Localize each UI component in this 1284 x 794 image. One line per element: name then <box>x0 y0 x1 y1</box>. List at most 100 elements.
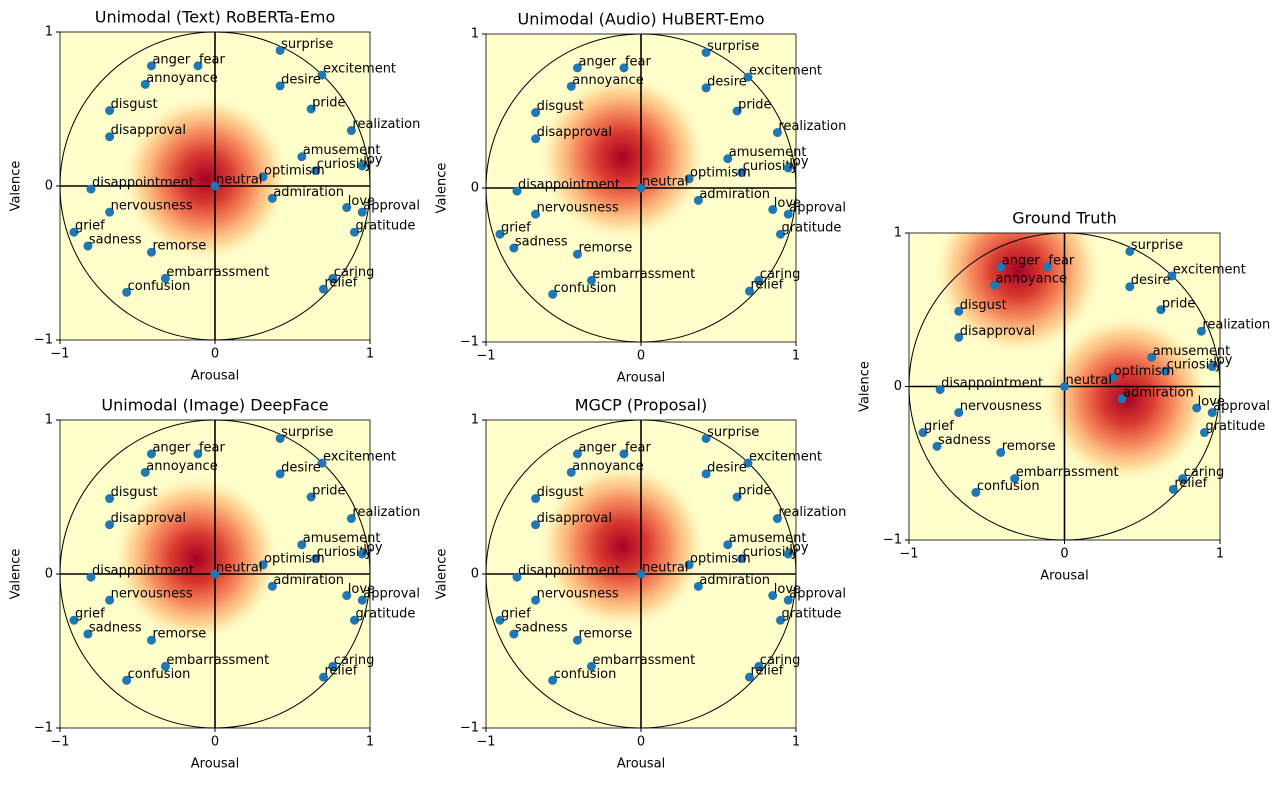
point <box>684 560 694 570</box>
point <box>357 595 367 605</box>
point-label: excitement <box>323 450 396 465</box>
point-label: fear <box>625 440 652 455</box>
point-label: optimism <box>264 551 325 566</box>
point-label: gratitude <box>1205 419 1265 434</box>
point-label: nervousness <box>111 199 193 214</box>
point-label: excitement <box>323 62 396 77</box>
point <box>350 227 359 237</box>
point <box>566 81 576 91</box>
point <box>745 672 754 682</box>
point-label: remorse <box>1002 439 1056 454</box>
point <box>342 591 352 601</box>
point <box>297 540 307 550</box>
y-tick-label: −1 <box>460 335 479 350</box>
heatmap <box>111 473 282 644</box>
point <box>918 428 928 438</box>
point-label: fear <box>199 440 226 455</box>
point-label: optimism <box>1114 364 1175 379</box>
heatmap <box>932 233 1213 485</box>
point-label: love <box>348 194 375 209</box>
point-label: fear <box>1048 253 1075 268</box>
point <box>935 385 945 395</box>
point-label: approval <box>363 199 420 214</box>
point <box>342 203 352 213</box>
point-label: desire <box>707 460 747 475</box>
heatmap <box>120 93 291 264</box>
point-label: annoyance <box>572 459 643 474</box>
point-label: relief <box>751 278 784 293</box>
x-axis-label: Arousal <box>617 757 666 772</box>
point <box>297 152 307 162</box>
point <box>1117 394 1127 404</box>
point <box>319 672 328 682</box>
point-label: realization <box>1202 318 1270 333</box>
point <box>1196 326 1206 336</box>
point-label: neutral <box>216 561 263 576</box>
point <box>1178 474 1188 484</box>
point <box>586 661 596 671</box>
point-label: pride <box>738 484 771 499</box>
point <box>146 247 156 257</box>
point <box>754 661 764 671</box>
point-label: confusion <box>554 667 617 682</box>
point <box>105 132 115 142</box>
point <box>160 273 170 283</box>
point <box>512 186 522 196</box>
point <box>311 554 321 564</box>
point-label: admiration <box>1123 385 1194 400</box>
point-label: nervousness <box>960 399 1042 414</box>
point <box>684 174 694 184</box>
point <box>122 675 132 685</box>
point <box>1192 403 1202 413</box>
density-blob <box>537 461 708 632</box>
point-label: relief <box>751 664 784 679</box>
point-label: approval <box>789 201 846 216</box>
point <box>1010 474 1020 484</box>
point-label: grief <box>501 221 531 236</box>
density-blob <box>1041 313 1213 485</box>
point <box>531 209 541 219</box>
point <box>146 61 156 71</box>
point-label: disappointment <box>92 564 194 579</box>
point-label: caring <box>760 653 801 668</box>
point-label: disappointment <box>518 178 620 193</box>
subplot: −1 0 1 −1 0 1 Unimodal (Image) DeepFace Arousal… <box>9 396 421 772</box>
point <box>701 83 711 93</box>
point-label: annoyance <box>146 459 217 474</box>
point-label: embarrassment <box>1016 465 1119 480</box>
point <box>1156 305 1166 315</box>
x-axis-label: Arousal <box>191 757 240 772</box>
point <box>693 581 703 591</box>
point <box>105 207 115 217</box>
point-label: neutral <box>642 175 689 190</box>
point <box>306 492 316 502</box>
y-tick-label: 0 <box>45 567 53 582</box>
point-label: excitement <box>749 450 822 465</box>
point-label: excitement <box>1173 262 1246 277</box>
point <box>701 47 711 57</box>
point-label: confusion <box>977 479 1040 494</box>
point <box>509 629 519 639</box>
point-label: annoyance <box>146 71 217 86</box>
y-tick-label: 1 <box>45 25 53 40</box>
point <box>1125 282 1135 292</box>
point-label: remorse <box>152 239 206 254</box>
point <box>783 209 793 219</box>
point <box>723 154 733 164</box>
point-label: sadness <box>515 621 568 636</box>
point-label: disapproval <box>537 125 612 140</box>
point <box>1161 366 1171 376</box>
y-tick-label: 0 <box>45 179 53 194</box>
point <box>701 433 711 443</box>
y-tick-label: 0 <box>471 181 479 196</box>
point-label: pride <box>1162 296 1195 311</box>
point-label: gratitude <box>782 607 842 622</box>
x-tick-label: 1 <box>792 735 800 750</box>
x-tick-label: −1 <box>50 735 69 750</box>
point <box>512 572 522 582</box>
point <box>572 635 582 645</box>
point-label: surprise <box>707 39 759 54</box>
point <box>531 520 541 530</box>
subplot: −1 0 1 −1 0 1 Ground Truth Arousal Valence anger f… <box>858 209 1271 584</box>
point <box>328 273 338 283</box>
